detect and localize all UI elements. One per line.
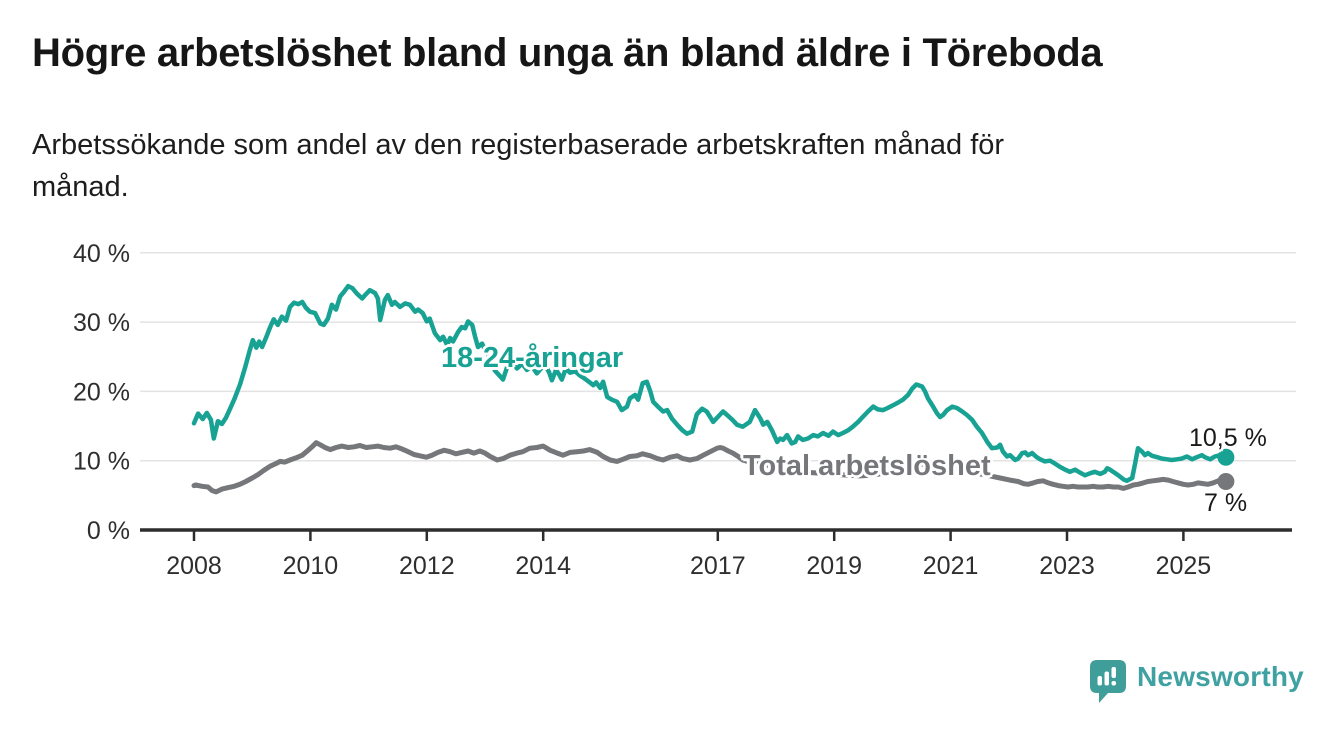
x-tick-label: 2017 — [690, 552, 746, 580]
newsworthy-logo-text: Newsworthy — [1137, 661, 1304, 692]
series-end-dot-0 — [1217, 448, 1235, 466]
y-tick-label: 20 % — [73, 378, 130, 406]
subtitle-line-1: Arbetssökande som andel av den registerb… — [32, 129, 1005, 161]
subtitle-line-2: månad. — [32, 171, 129, 203]
x-tick-label: 2012 — [399, 552, 455, 580]
series-line-0 — [191, 283, 1229, 484]
x-tick-label: 2025 — [1156, 552, 1212, 580]
series-end-dot-1 — [1217, 472, 1235, 490]
newsworthy-logo-icon — [1090, 660, 1126, 703]
newsworthy-logo: Newsworthy — [1090, 660, 1304, 704]
x-tick-label: 2019 — [806, 552, 862, 580]
x-tick-label: 2014 — [515, 552, 571, 580]
series-line-1 — [191, 440, 1229, 495]
end-value-label-total: 7 % — [1204, 489, 1248, 517]
y-tick-label: 10 % — [73, 448, 130, 476]
end-value-label-youth: 10,5 % — [1189, 424, 1267, 452]
x-tick-label: 2008 — [166, 552, 222, 580]
y-tick-label: 30 % — [73, 309, 130, 337]
y-tick-label: 40 % — [73, 240, 130, 268]
x-tick-label: 2021 — [923, 552, 979, 580]
x-tick-label: 2023 — [1039, 552, 1095, 580]
page-subtitle: Arbetssökande som andel av den registerb… — [32, 124, 1262, 208]
series-label-total: Total arbetslöshet — [743, 450, 991, 482]
x-tick-label: 2010 — [283, 552, 339, 580]
page-title: Högre arbetslöshet bland unga än bland ä… — [32, 31, 1103, 75]
y-tick-label: 0 % — [87, 517, 130, 545]
series-label-youth: 18-24-åringar — [441, 342, 624, 374]
